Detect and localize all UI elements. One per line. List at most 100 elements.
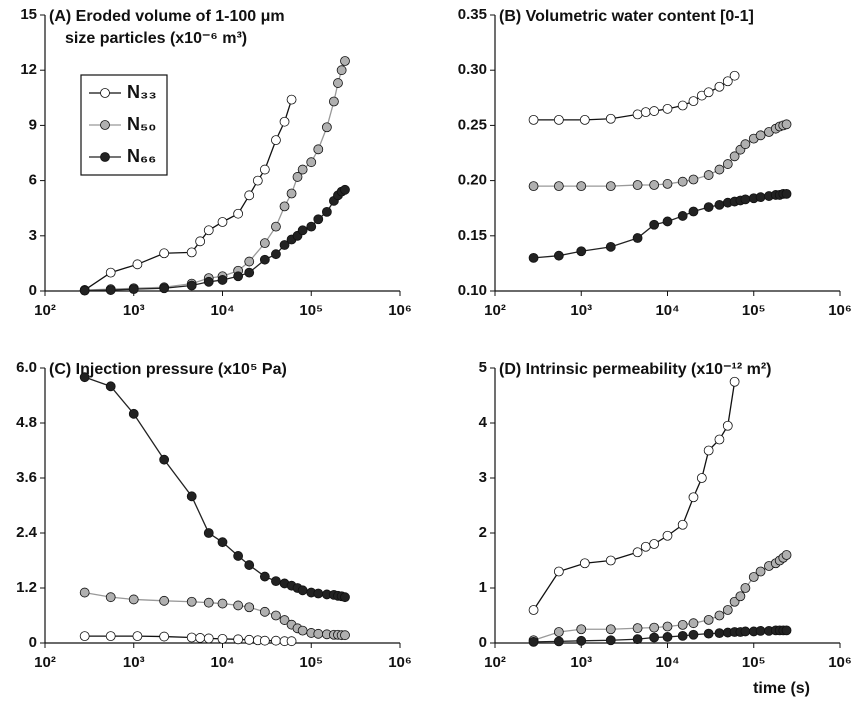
data-point xyxy=(722,605,733,615)
data-point xyxy=(79,285,90,296)
data-point xyxy=(271,221,281,232)
panel-title: (B) Volumetric water content [0-1] xyxy=(499,8,754,25)
y-tick-label: 6 xyxy=(29,172,37,189)
data-point xyxy=(553,566,564,577)
data-point xyxy=(528,252,539,263)
data-point xyxy=(605,113,616,124)
y-tick-label: 1 xyxy=(479,579,487,596)
data-point xyxy=(714,199,725,210)
data-point xyxy=(605,241,616,252)
data-point xyxy=(271,635,281,646)
data-point xyxy=(703,445,714,456)
data-point xyxy=(649,180,660,190)
data-point xyxy=(336,65,347,76)
y-tick-label: 0 xyxy=(479,634,487,651)
data-point xyxy=(640,541,651,552)
data-point xyxy=(105,381,116,392)
data-point xyxy=(159,283,170,294)
data-point xyxy=(688,618,699,629)
data-point xyxy=(233,271,244,282)
y-tick-label: 12 xyxy=(20,61,37,78)
data-point xyxy=(279,240,290,250)
series-line xyxy=(533,381,736,611)
data-point xyxy=(632,634,643,645)
data-point xyxy=(714,434,725,445)
y-tick-label: 15 xyxy=(20,6,37,23)
data-point xyxy=(528,181,539,192)
data-point xyxy=(528,114,539,125)
data-point xyxy=(279,615,290,625)
data-point xyxy=(677,630,688,641)
data-point xyxy=(677,619,688,630)
data-point xyxy=(271,249,281,260)
data-point xyxy=(688,96,699,107)
x-tick-label: 10³ xyxy=(123,654,145,671)
data-point xyxy=(105,267,116,278)
data-point xyxy=(279,116,290,127)
y-tick-label: 0.15 xyxy=(458,227,487,244)
panel-title: (A) Eroded volume of 1-100 μm xyxy=(49,8,285,25)
y-tick-label: 0.30 xyxy=(458,61,487,78)
data-point xyxy=(203,597,214,608)
y-tick-label: 2.4 xyxy=(16,524,38,541)
series-line xyxy=(533,193,787,259)
data-point xyxy=(128,408,139,419)
panel: 0 1.2 2.4 3.6 4.8 6.0 10² 10³ 10⁴ 10⁵ 10⁶ (C) Injec… xyxy=(16,359,412,671)
y-tick-label: 0.35 xyxy=(458,6,487,23)
x-tick-label: 10⁵ xyxy=(299,654,323,671)
data-point xyxy=(159,248,170,259)
data-point xyxy=(217,275,228,285)
data-point xyxy=(306,157,317,168)
data-point xyxy=(722,76,733,87)
data-point xyxy=(195,236,206,247)
data-point xyxy=(722,420,733,431)
y-tick-label: 3 xyxy=(479,469,487,486)
data-point xyxy=(259,606,270,617)
legend-label: N₅₀ xyxy=(127,114,156,134)
data-point xyxy=(333,78,343,88)
data-point xyxy=(259,164,270,175)
data-point xyxy=(703,628,714,639)
data-point xyxy=(313,214,324,225)
y-tick-label: 4 xyxy=(479,414,488,431)
data-point xyxy=(740,583,751,593)
data-point xyxy=(159,595,170,606)
data-point xyxy=(233,634,244,645)
x-tick-label: 10² xyxy=(34,654,56,671)
data-point xyxy=(735,591,746,602)
x-axis-label: time (s) xyxy=(753,680,810,697)
data-point xyxy=(576,635,587,646)
data-point xyxy=(313,144,324,155)
data-point xyxy=(528,605,539,615)
data-point xyxy=(233,600,244,611)
data-point xyxy=(781,550,792,560)
legend-marker xyxy=(100,120,110,130)
data-point xyxy=(740,626,751,637)
x-tick-label: 10² xyxy=(484,302,506,319)
data-point xyxy=(132,631,143,642)
data-point xyxy=(576,181,587,192)
data-point xyxy=(186,491,197,502)
x-tick-label: 10² xyxy=(484,654,506,671)
panel-title: size particles (x10⁻⁶ m³) xyxy=(65,30,247,47)
data-point xyxy=(233,208,244,219)
data-point xyxy=(722,159,733,169)
data-point xyxy=(781,119,792,130)
data-point xyxy=(649,219,660,230)
data-point xyxy=(748,572,759,582)
data-point xyxy=(755,626,766,636)
data-point xyxy=(755,130,766,141)
data-point xyxy=(714,164,725,175)
x-tick-label: 10⁶ xyxy=(828,302,852,319)
series-line xyxy=(84,376,346,598)
data-point xyxy=(105,631,116,642)
panel-title: (C) Injection pressure (x10⁵ Pa) xyxy=(49,361,287,378)
data-point xyxy=(233,551,244,561)
data-point xyxy=(159,454,170,465)
panel: 0.10 0.15 0.20 0.25 0.30 0.35 10² 10³ 10⁴ 10⁵ 10⁶ (… xyxy=(458,6,852,319)
data-point xyxy=(132,259,143,270)
data-point xyxy=(159,631,170,642)
data-point xyxy=(128,284,139,295)
y-tick-label: 4.8 xyxy=(16,414,37,431)
y-tick-label: 5 xyxy=(479,359,487,376)
